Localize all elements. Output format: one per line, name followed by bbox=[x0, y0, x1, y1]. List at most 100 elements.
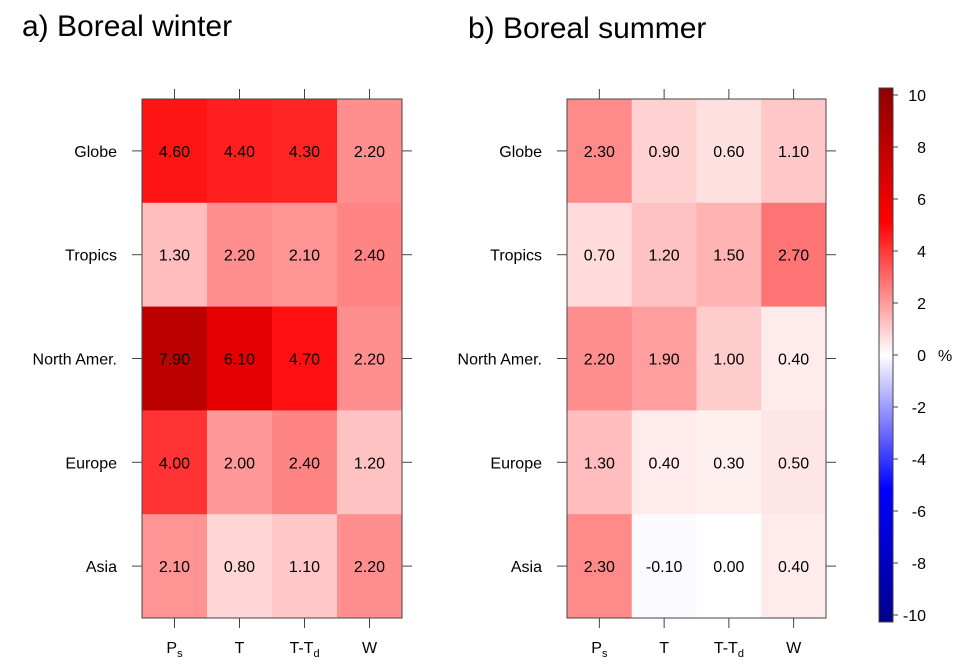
heatmap-cell bbox=[567, 99, 633, 204]
cell-value-label: 4.00 bbox=[159, 455, 190, 472]
row-label: Asia bbox=[86, 559, 117, 576]
row-label: Europe bbox=[490, 455, 542, 472]
cell-value-label: 4.40 bbox=[224, 144, 255, 161]
heatmap-cell bbox=[272, 306, 338, 411]
cell-value-label: 4.30 bbox=[289, 144, 320, 161]
colorbar-tick-label: -10 bbox=[903, 608, 926, 625]
cell-value-label: 2.20 bbox=[354, 144, 385, 161]
colorbar: 10 8 6 4 2 0 -2 -4 -6 -8 -10% bbox=[878, 87, 952, 625]
row-label: Globe bbox=[74, 144, 117, 161]
heatmap-cell bbox=[337, 202, 403, 308]
colorbar-tick-label: -2 bbox=[912, 400, 926, 417]
heatmap-cell bbox=[142, 306, 208, 411]
heatmap-cell bbox=[696, 514, 762, 619]
colorbar-tick-label: 2 bbox=[917, 296, 926, 313]
heatmap-cell bbox=[337, 306, 403, 411]
cell-value-label: 1.30 bbox=[159, 248, 190, 265]
cell-value-label: 2.20 bbox=[224, 248, 255, 265]
heatmap-cell bbox=[567, 202, 633, 308]
heatmap-cell bbox=[207, 306, 273, 411]
panel-summer: b) Boreal summer 2.30 0.90 0.60 1.10 0.70 1.20… bbox=[458, 12, 836, 660]
cell-value-label: 0.40 bbox=[778, 352, 809, 369]
heatmap-cell bbox=[337, 99, 403, 204]
cell-value-label: 2.00 bbox=[224, 455, 255, 472]
row-label: Tropics bbox=[490, 248, 542, 265]
heatmap-cell bbox=[696, 99, 762, 204]
cell-value-label: 0.90 bbox=[649, 144, 680, 161]
heatmap-cell bbox=[337, 410, 403, 515]
colorbar-unit: % bbox=[938, 348, 952, 365]
cell-value-label: 2.20 bbox=[354, 352, 385, 369]
cell-value-label: 2.40 bbox=[289, 455, 320, 472]
heatmap-cell bbox=[207, 99, 273, 204]
cell-value-label: 1.50 bbox=[713, 248, 744, 265]
cell-value-label: 1.20 bbox=[354, 455, 385, 472]
cell-value-label: 2.10 bbox=[289, 248, 320, 265]
cell-value-label: 0.30 bbox=[713, 455, 744, 472]
heatmap-cell bbox=[142, 514, 208, 619]
heatmap-cell bbox=[272, 202, 338, 308]
heatmap-cell bbox=[567, 514, 633, 619]
colorbar-tick-label: -6 bbox=[912, 504, 926, 521]
colorbar-tick-label: -4 bbox=[912, 452, 926, 469]
heatmap-cell bbox=[142, 410, 208, 515]
colorbar-tick-label: -8 bbox=[912, 556, 926, 573]
colorbar-tick-label: 6 bbox=[917, 192, 926, 209]
column-label: Ps bbox=[591, 640, 608, 660]
column-label: T-Td bbox=[289, 640, 319, 660]
cell-value-label: 0.70 bbox=[584, 248, 615, 265]
column-label: T bbox=[235, 640, 245, 657]
heatmap-cell bbox=[696, 202, 762, 308]
heatmap-cell bbox=[567, 306, 633, 411]
heatmap-cell bbox=[761, 99, 827, 204]
colorbar-tick-label: 0 bbox=[917, 348, 926, 365]
row-label: Europe bbox=[65, 455, 117, 472]
heatmap-cell bbox=[761, 514, 827, 619]
cell-value-label: 2.40 bbox=[354, 248, 385, 265]
heatmap-cell bbox=[631, 99, 697, 204]
heatmap-cell bbox=[696, 410, 762, 515]
cell-value-label: 0.00 bbox=[713, 559, 744, 576]
heatmap-cell bbox=[631, 202, 697, 308]
column-label: W bbox=[786, 640, 802, 657]
cell-value-label: 7.90 bbox=[159, 352, 190, 369]
cell-value-label: 1.20 bbox=[649, 248, 680, 265]
cell-value-label: 2.30 bbox=[584, 559, 615, 576]
heatmap-cell bbox=[337, 514, 403, 619]
cell-value-label: -0.10 bbox=[646, 559, 683, 576]
panel-winter: a) Boreal winter 4.60 4.40 4.30 2.20 1.30 2.20… bbox=[22, 10, 412, 660]
cell-value-label: 1.90 bbox=[649, 352, 680, 369]
heatmap-cell bbox=[631, 306, 697, 411]
column-label: T bbox=[659, 640, 669, 657]
heatmap-cell bbox=[142, 202, 208, 308]
heatmap-cell bbox=[631, 410, 697, 515]
cell-value-label: 1.30 bbox=[584, 455, 615, 472]
heatmap-cell bbox=[142, 99, 208, 204]
cell-value-label: 0.60 bbox=[713, 144, 744, 161]
cell-value-label: 0.80 bbox=[224, 559, 255, 576]
cell-value-label: 6.10 bbox=[224, 352, 255, 369]
heatmap-cell bbox=[761, 410, 827, 515]
colorbar-gradient bbox=[878, 87, 894, 623]
heatmap-cell bbox=[696, 306, 762, 411]
heatmap-cell bbox=[272, 99, 338, 204]
heatmap-cell bbox=[207, 410, 273, 515]
cell-value-label: 0.40 bbox=[649, 455, 680, 472]
cell-value-label: 2.10 bbox=[159, 559, 190, 576]
colorbar-tick-label: 4 bbox=[917, 244, 926, 261]
cell-value-label: 0.50 bbox=[778, 455, 809, 472]
cell-value-label: 4.60 bbox=[159, 144, 190, 161]
row-label: Asia bbox=[511, 559, 542, 576]
heatmap-cell bbox=[272, 514, 338, 619]
heatmap-cell bbox=[207, 514, 273, 619]
row-label: Tropics bbox=[65, 248, 117, 265]
cell-value-label: 1.10 bbox=[778, 144, 809, 161]
cell-value-label: 1.00 bbox=[713, 352, 744, 369]
panel-title: b) Boreal summer bbox=[468, 12, 706, 45]
heatmap-cell bbox=[567, 410, 633, 515]
cell-value-label: 2.20 bbox=[354, 559, 385, 576]
panel-title: a) Boreal winter bbox=[22, 10, 232, 43]
colorbar-tick-label: 8 bbox=[917, 140, 926, 157]
heatmap-cell bbox=[761, 202, 827, 308]
